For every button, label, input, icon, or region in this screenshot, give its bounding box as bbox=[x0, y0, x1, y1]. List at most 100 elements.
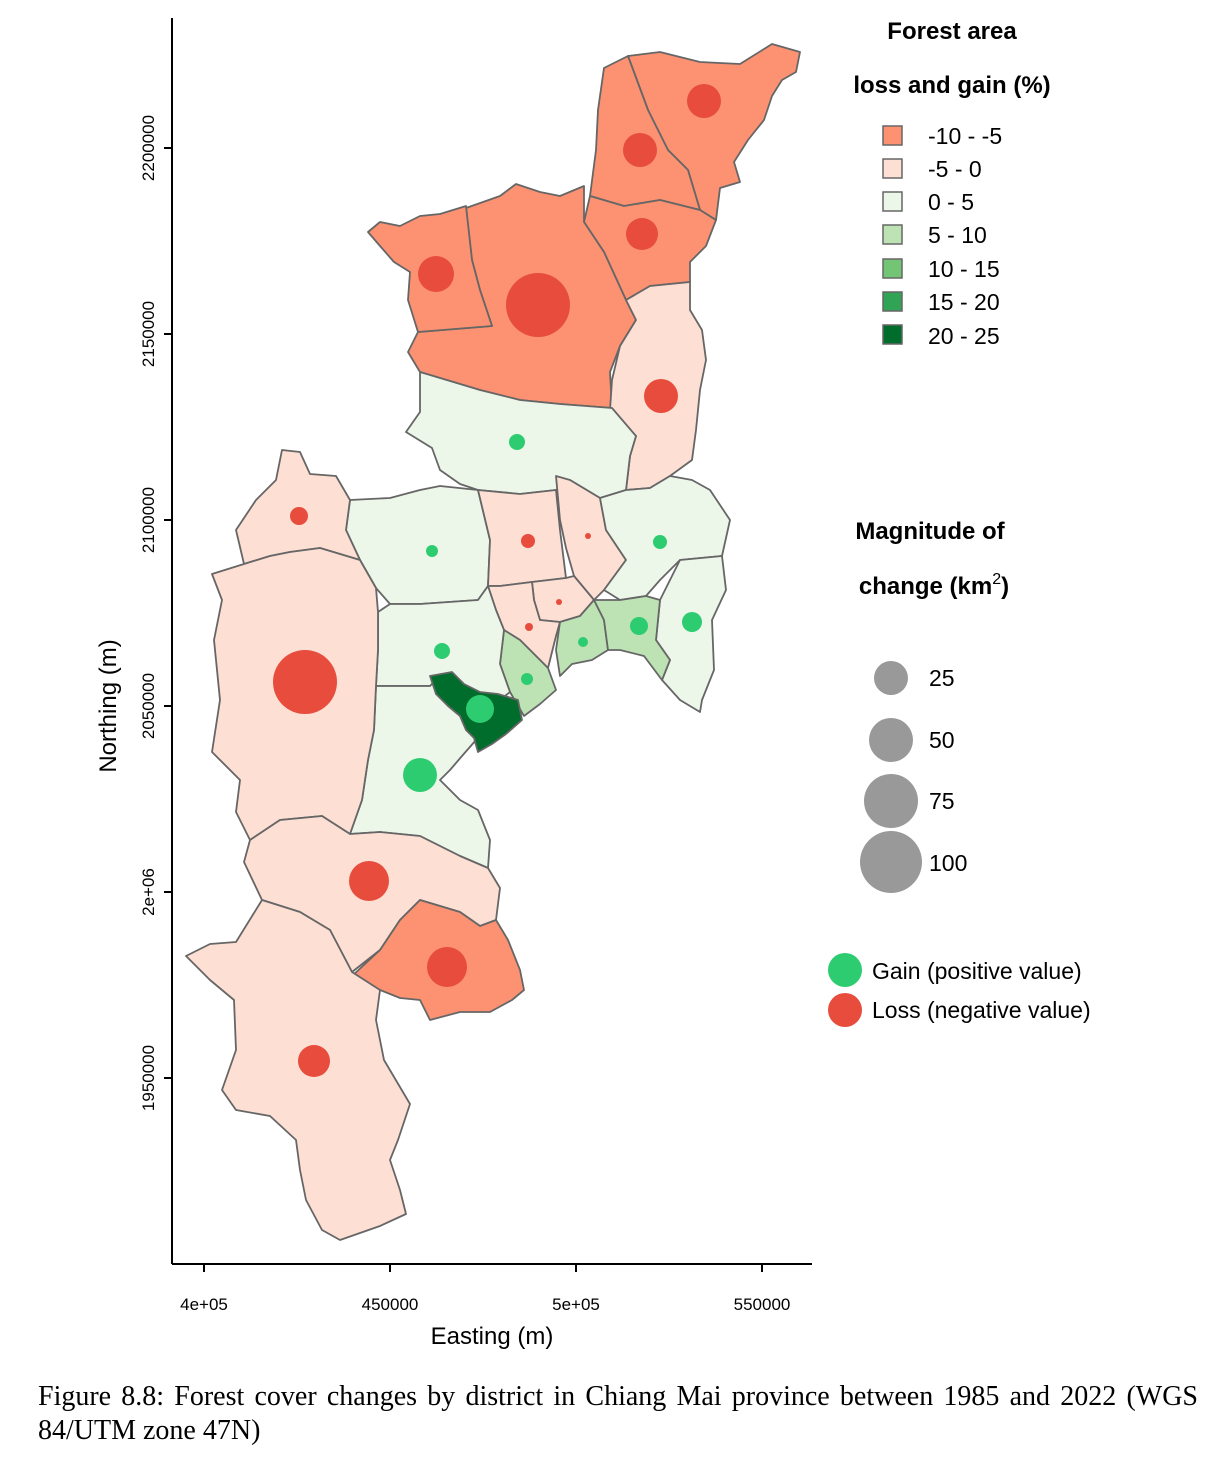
x-tick-label: 5e+05 bbox=[552, 1295, 600, 1314]
legend-loss-circle bbox=[828, 993, 862, 1027]
legend-size-item: 75 bbox=[864, 774, 955, 828]
loss-circle bbox=[623, 133, 657, 167]
legend-sign-label: Loss (negative value) bbox=[872, 997, 1091, 1023]
loss-circle bbox=[521, 534, 535, 548]
loss-circle bbox=[585, 533, 591, 539]
loss-circle bbox=[418, 256, 454, 292]
legend-fill: Forest area loss and gain (%) -10 - -5 -… bbox=[853, 18, 1050, 349]
legend-size-circle bbox=[864, 774, 918, 828]
y-tick-label: 2100000 bbox=[139, 487, 158, 553]
loss-circle bbox=[626, 218, 658, 250]
legend-sign-item: Loss (negative value) bbox=[828, 993, 1091, 1027]
legend-fill-label: -10 - -5 bbox=[928, 123, 1002, 149]
legend-size-label: 100 bbox=[929, 850, 967, 876]
legend-fill-swatch bbox=[882, 125, 903, 146]
legend-size-label: 75 bbox=[929, 788, 955, 814]
x-tick: 450000 bbox=[362, 1264, 419, 1314]
legend-sign: Gain (positive value) Loss (negative val… bbox=[828, 953, 1091, 1027]
legend-size-item: 25 bbox=[874, 661, 955, 695]
figure-caption: Figure 8.8: Forest cover changes by dist… bbox=[38, 1381, 1198, 1446]
loss-circle bbox=[298, 1045, 330, 1077]
legend-fill-swatch bbox=[882, 224, 903, 245]
legend-fill-swatch bbox=[882, 191, 903, 212]
legend-fill-label: 10 - 15 bbox=[928, 256, 1000, 282]
legend-fill-item: 10 - 15 bbox=[882, 256, 1000, 282]
gain-circle bbox=[509, 434, 525, 450]
x-tick: 4e+05 bbox=[180, 1264, 228, 1314]
legend-size-title: Magnitude of bbox=[855, 518, 1005, 545]
district-polygon bbox=[655, 555, 727, 713]
loss-circle bbox=[290, 507, 308, 525]
gain-circle bbox=[682, 612, 702, 632]
y-tick: 2200000 bbox=[139, 115, 172, 181]
district-polygon bbox=[185, 899, 411, 1241]
legend-size-circle bbox=[874, 661, 908, 695]
legend-fill-swatch bbox=[882, 291, 903, 312]
y-tick: 1950000 bbox=[139, 1045, 172, 1111]
y-axis-title: Northing (m) bbox=[95, 639, 122, 772]
loss-circle bbox=[525, 623, 533, 631]
legend-size-circle bbox=[869, 718, 913, 762]
loss-circle bbox=[644, 379, 678, 413]
y-tick-label: 2e+06 bbox=[139, 868, 158, 916]
legend-fill-item: -10 - -5 bbox=[882, 123, 1002, 149]
legend-fill-label: 5 - 10 bbox=[928, 222, 987, 248]
legend-size-item: 50 bbox=[869, 718, 955, 762]
loss-circle bbox=[556, 599, 562, 605]
loss-circle bbox=[687, 84, 721, 118]
gain-circle bbox=[434, 643, 450, 659]
loss-circle bbox=[273, 650, 337, 714]
district-polygon bbox=[235, 449, 361, 565]
x-tick-label: 450000 bbox=[362, 1295, 419, 1314]
x-tick-label: 4e+05 bbox=[180, 1295, 228, 1314]
legend-size-title: change (km2) bbox=[859, 571, 1009, 600]
x-axis-title: Easting (m) bbox=[431, 1323, 554, 1350]
gain-circle bbox=[521, 673, 533, 685]
y-tick: 2050000 bbox=[139, 673, 172, 739]
loss-circle bbox=[427, 947, 467, 987]
legend-size-circle bbox=[860, 831, 922, 893]
legend-fill-title: loss and gain (%) bbox=[853, 72, 1050, 99]
magnitude-circles bbox=[273, 84, 721, 1077]
legend-size-label: 25 bbox=[929, 665, 955, 691]
legend-size-title-main: change (km bbox=[859, 573, 992, 600]
y-tick: 2e+06 bbox=[139, 868, 172, 916]
x-ticks: 4e+05 450000 5e+05 550000 bbox=[180, 1264, 790, 1314]
gain-circle bbox=[426, 545, 438, 557]
legend-size-title-sup: 2 bbox=[992, 571, 1001, 588]
gain-circle bbox=[653, 535, 667, 549]
legend-fill-title: Forest area bbox=[887, 18, 1017, 45]
legend-fill-item: 15 - 20 bbox=[882, 289, 1000, 315]
legend-sign-item: Gain (positive value) bbox=[828, 953, 1082, 987]
axes: 4e+05 450000 5e+05 550000 2200000 bbox=[95, 18, 812, 1350]
y-tick-label: 2050000 bbox=[139, 673, 158, 739]
x-tick: 550000 bbox=[734, 1264, 791, 1314]
y-tick-label: 1950000 bbox=[139, 1045, 158, 1111]
x-tick: 5e+05 bbox=[552, 1264, 600, 1314]
x-tick-label: 550000 bbox=[734, 1295, 791, 1314]
legend-fill-swatch bbox=[882, 324, 903, 345]
legend-size: Magnitude of change (km2) 25 50 75 100 bbox=[855, 518, 1009, 893]
legend-size-label: 50 bbox=[929, 727, 955, 753]
legend-sign-label: Gain (positive value) bbox=[872, 958, 1082, 984]
legend-fill-item: 0 - 5 bbox=[882, 189, 974, 215]
legend-size-item: 100 bbox=[860, 831, 967, 893]
district-polygon bbox=[593, 595, 671, 681]
legend-fill-label: 15 - 20 bbox=[928, 289, 1000, 315]
loss-circle bbox=[506, 273, 570, 337]
legend-gain-circle bbox=[828, 953, 862, 987]
legend-fill-item: 20 - 25 bbox=[882, 323, 1000, 349]
y-tick: 2100000 bbox=[139, 487, 172, 553]
legend-fill-label: 20 - 25 bbox=[928, 323, 1000, 349]
y-ticks: 2200000 2150000 2100000 2050000 2e+06 19… bbox=[139, 115, 172, 1111]
district-polygons bbox=[185, 43, 801, 1241]
gain-circle bbox=[403, 758, 437, 792]
legend-size-title-close: ) bbox=[1001, 573, 1009, 600]
legend-fill-label: -5 - 0 bbox=[928, 156, 982, 182]
legend-fill-label: 0 - 5 bbox=[928, 189, 974, 215]
gain-circle bbox=[578, 637, 588, 647]
y-tick-label: 2150000 bbox=[139, 301, 158, 367]
y-tick-label: 2200000 bbox=[139, 115, 158, 181]
gain-circle bbox=[466, 695, 494, 723]
